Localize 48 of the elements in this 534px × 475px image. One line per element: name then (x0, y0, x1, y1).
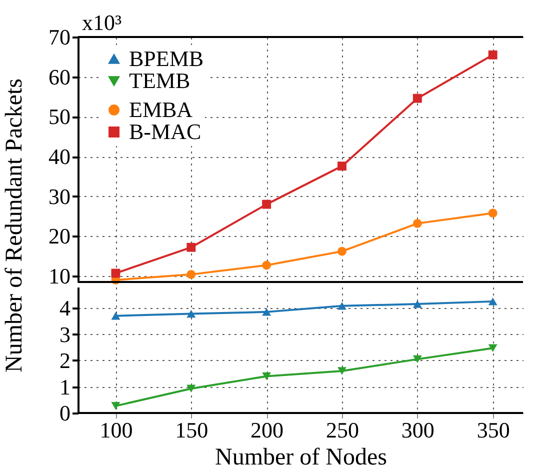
y-tick-label: 30 (48, 184, 70, 209)
point (262, 372, 272, 380)
point (412, 300, 422, 308)
point (488, 298, 498, 306)
y-tick-label: 1 (60, 374, 70, 400)
legend-label: TEMB (129, 68, 190, 93)
y-tick-label: 70 (48, 24, 70, 50)
y-tick-label: 4 (60, 296, 70, 320)
x-tick-label: 100 (100, 418, 133, 442)
y-tick-label: 20 (48, 224, 70, 249)
legend-label: EMBA (129, 97, 193, 122)
point (186, 270, 196, 279)
y-tick-label: 2 (60, 348, 70, 373)
point (111, 402, 120, 410)
point (111, 312, 120, 320)
x-tick-label: 150 (175, 418, 208, 442)
point (262, 200, 272, 209)
point (338, 367, 346, 375)
point (338, 302, 346, 310)
text: x10³ (82, 10, 122, 35)
y-tick-label: 10 (48, 264, 70, 289)
y-tick-label: 40 (48, 144, 70, 170)
point (186, 384, 196, 392)
point (488, 50, 498, 60)
x-tick-label: 300 (401, 418, 434, 442)
y-tick-label: 0 (60, 400, 70, 426)
point (338, 246, 346, 256)
point (412, 218, 422, 228)
y-tick-label: 50 (48, 104, 70, 130)
point (488, 344, 498, 352)
y-axis-title: Number of Redundant Packets (2, 78, 28, 372)
point (262, 260, 272, 270)
point (186, 242, 196, 252)
point (186, 310, 196, 318)
y-tick-label: 60 (48, 64, 70, 90)
legend-label: BPEMB (129, 46, 204, 71)
legend-label: B-MAC (129, 119, 202, 144)
point (488, 208, 498, 218)
point (338, 162, 346, 171)
x-tick-label: 350 (476, 418, 510, 442)
point (111, 268, 120, 278)
point (412, 355, 422, 364)
x-tick-label: 250 (326, 418, 359, 442)
point (262, 308, 272, 316)
x-tick-label: 200 (250, 418, 284, 442)
x-axis-title: Number of Nodes (215, 444, 387, 470)
point (412, 94, 422, 103)
y-tick-label: 3 (60, 322, 70, 347)
